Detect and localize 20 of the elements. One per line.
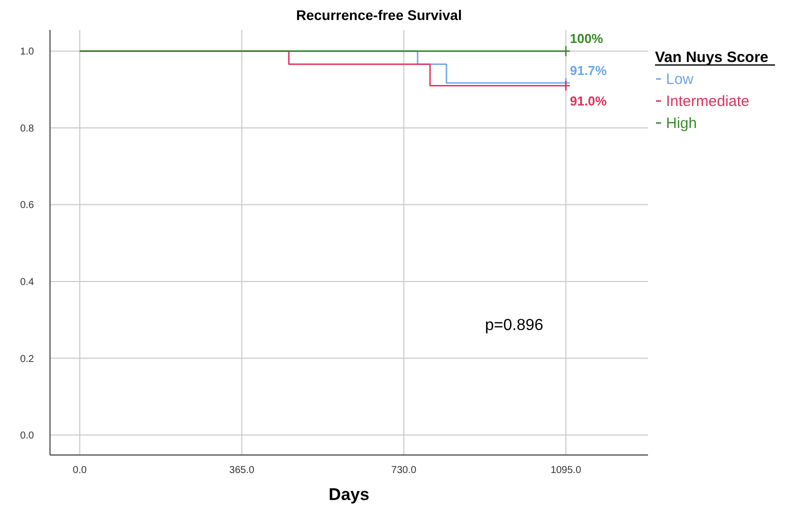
y-tick-label: 0.8	[20, 123, 34, 134]
x-tick-label: 0.0	[72, 465, 88, 476]
data-label: 100%	[570, 31, 604, 46]
y-tick-label: 0.0	[20, 430, 34, 442]
legend-title: Van Nuys Score	[655, 49, 768, 66]
y-tick-label: 1.0	[20, 46, 34, 58]
data-label: 91.0%	[570, 94, 608, 109]
legend-label: Low	[666, 71, 694, 88]
y-tick-label: 0.4	[20, 276, 34, 288]
legend-label: High	[666, 115, 697, 132]
x-tick-label: 730.0	[391, 465, 417, 476]
y-tick-label: 0.6	[20, 200, 34, 212]
annotation: p=0.896	[485, 317, 544, 334]
y-tick-label: 0.2	[20, 354, 34, 365]
legend-label: Intermediate	[666, 93, 750, 110]
x-axis-title: Days	[328, 485, 370, 504]
data-label: 91.7%	[570, 62, 608, 78]
x-tick-label: 1095.0	[550, 465, 582, 476]
chart-title: Recurrence-free Survival	[296, 7, 462, 23]
x-tick-label: 365.0	[229, 465, 255, 476]
